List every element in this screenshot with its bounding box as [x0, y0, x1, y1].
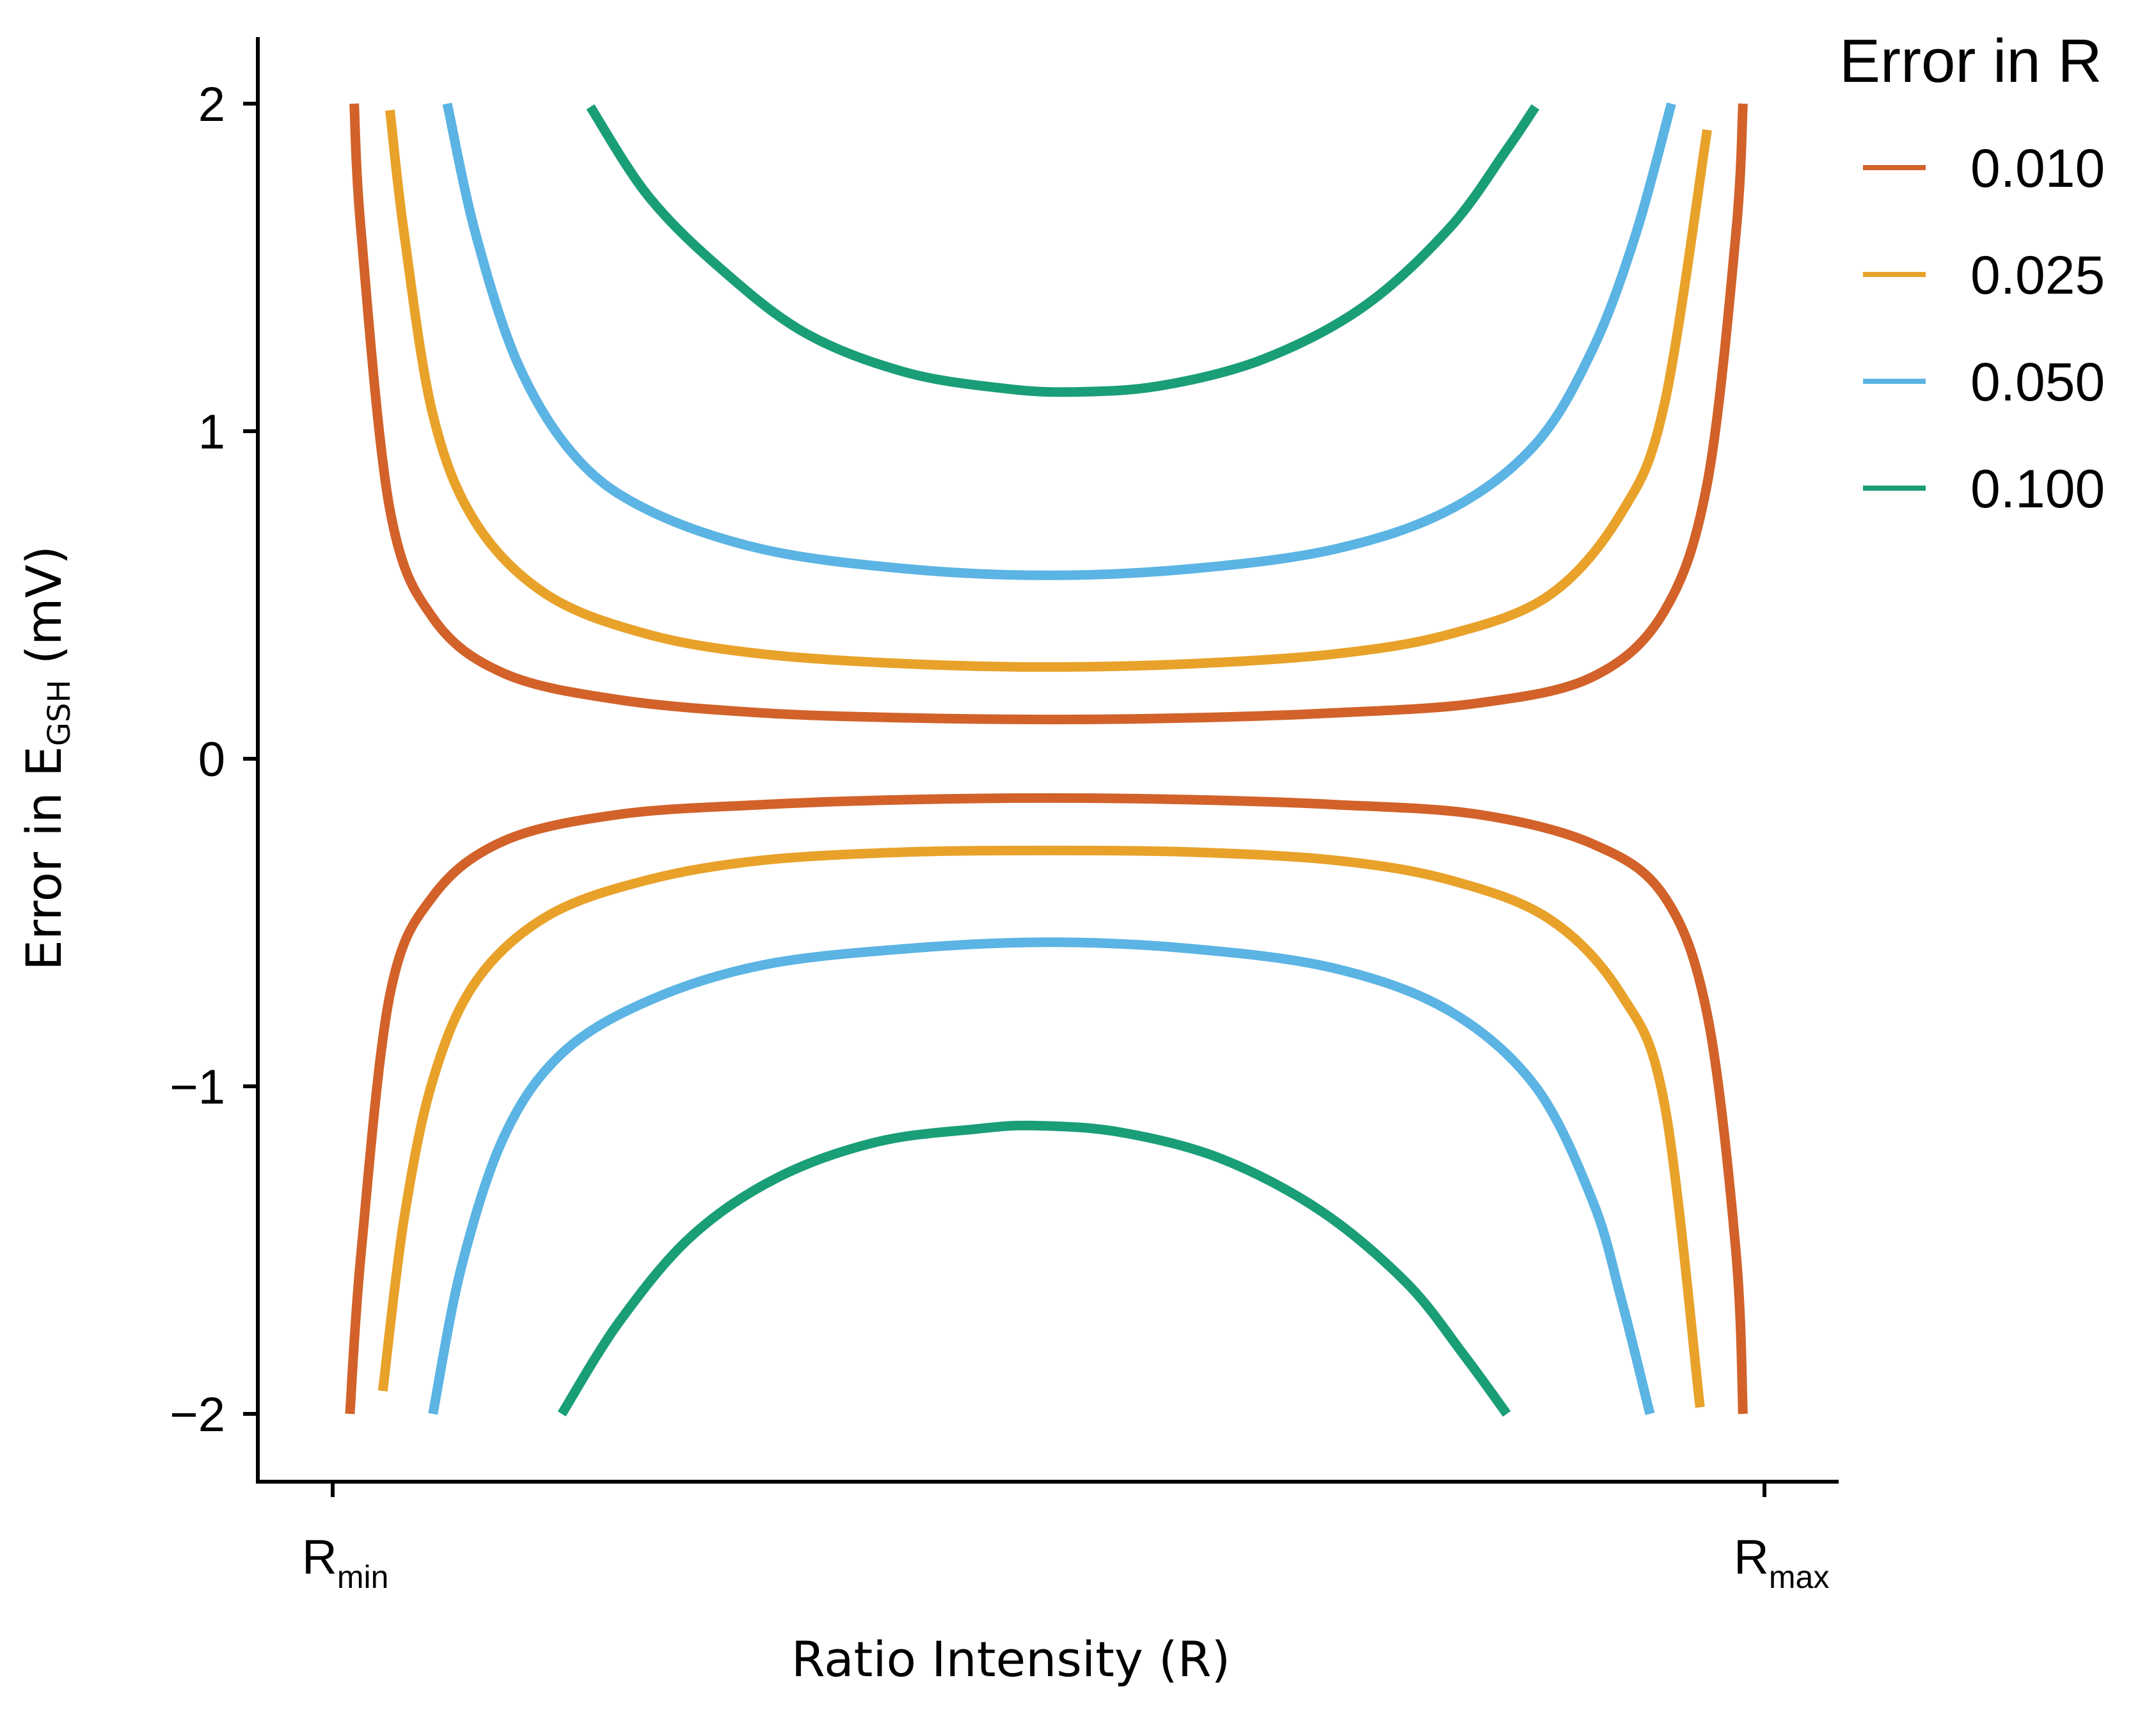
series-line-0.010-lower	[345, 793, 1748, 1415]
series-line-0.050-upper	[442, 102, 1676, 580]
legend-label: 0.050	[1970, 352, 2105, 412]
legend-label: 0.100	[1970, 459, 2105, 519]
legend-items: 0.010 0.025 0.050 0.100	[1863, 138, 2105, 519]
series-line-0.010-upper	[349, 103, 1748, 725]
legend-title: Error in R	[1839, 27, 2102, 95]
series-line-0.100-upper	[586, 104, 1540, 397]
legend: Error in R 0.010 0.025 0.050 0.100	[1839, 27, 2105, 519]
legend-label: 0.010	[1970, 138, 2105, 198]
x-tick-label: Rmax	[1734, 1530, 1829, 1595]
x-ticks: Rmin Rmax	[302, 1482, 1829, 1595]
series-line-0.025-lower	[377, 845, 1705, 1408]
y-axis-title-main: Error in E	[15, 746, 72, 971]
series-lines	[345, 102, 1748, 1417]
x-tick-label-subscript: min	[337, 1559, 389, 1595]
x-tick-label-main: R	[302, 1530, 337, 1585]
x-tick-label: Rmin	[302, 1530, 388, 1595]
y-tick-label: −2	[170, 1388, 225, 1442]
series-line-0.050-lower	[428, 937, 1655, 1415]
series-line-0.025-upper	[385, 109, 1712, 672]
x-axis-title: Ratio Intensity (R)	[791, 1631, 1230, 1688]
y-tick-label: 0	[198, 733, 225, 787]
y-tick-label: −1	[170, 1060, 225, 1114]
y-axis-title-unit: (mV)	[15, 546, 72, 679]
y-tick-label: 1	[198, 405, 225, 459]
y-ticks: 2 1 0 −1 −2	[170, 77, 258, 1442]
y-axis-title-subscript: GSH	[42, 679, 77, 746]
y-tick-label: 2	[198, 77, 225, 132]
series-line-0.100-lower	[557, 1120, 1511, 1417]
y-axis-title: Error in EGSH (mV)	[15, 546, 77, 971]
x-tick-label-main: R	[1734, 1530, 1769, 1585]
legend-label: 0.025	[1970, 245, 2105, 305]
x-tick-label-subscript: max	[1769, 1559, 1829, 1595]
